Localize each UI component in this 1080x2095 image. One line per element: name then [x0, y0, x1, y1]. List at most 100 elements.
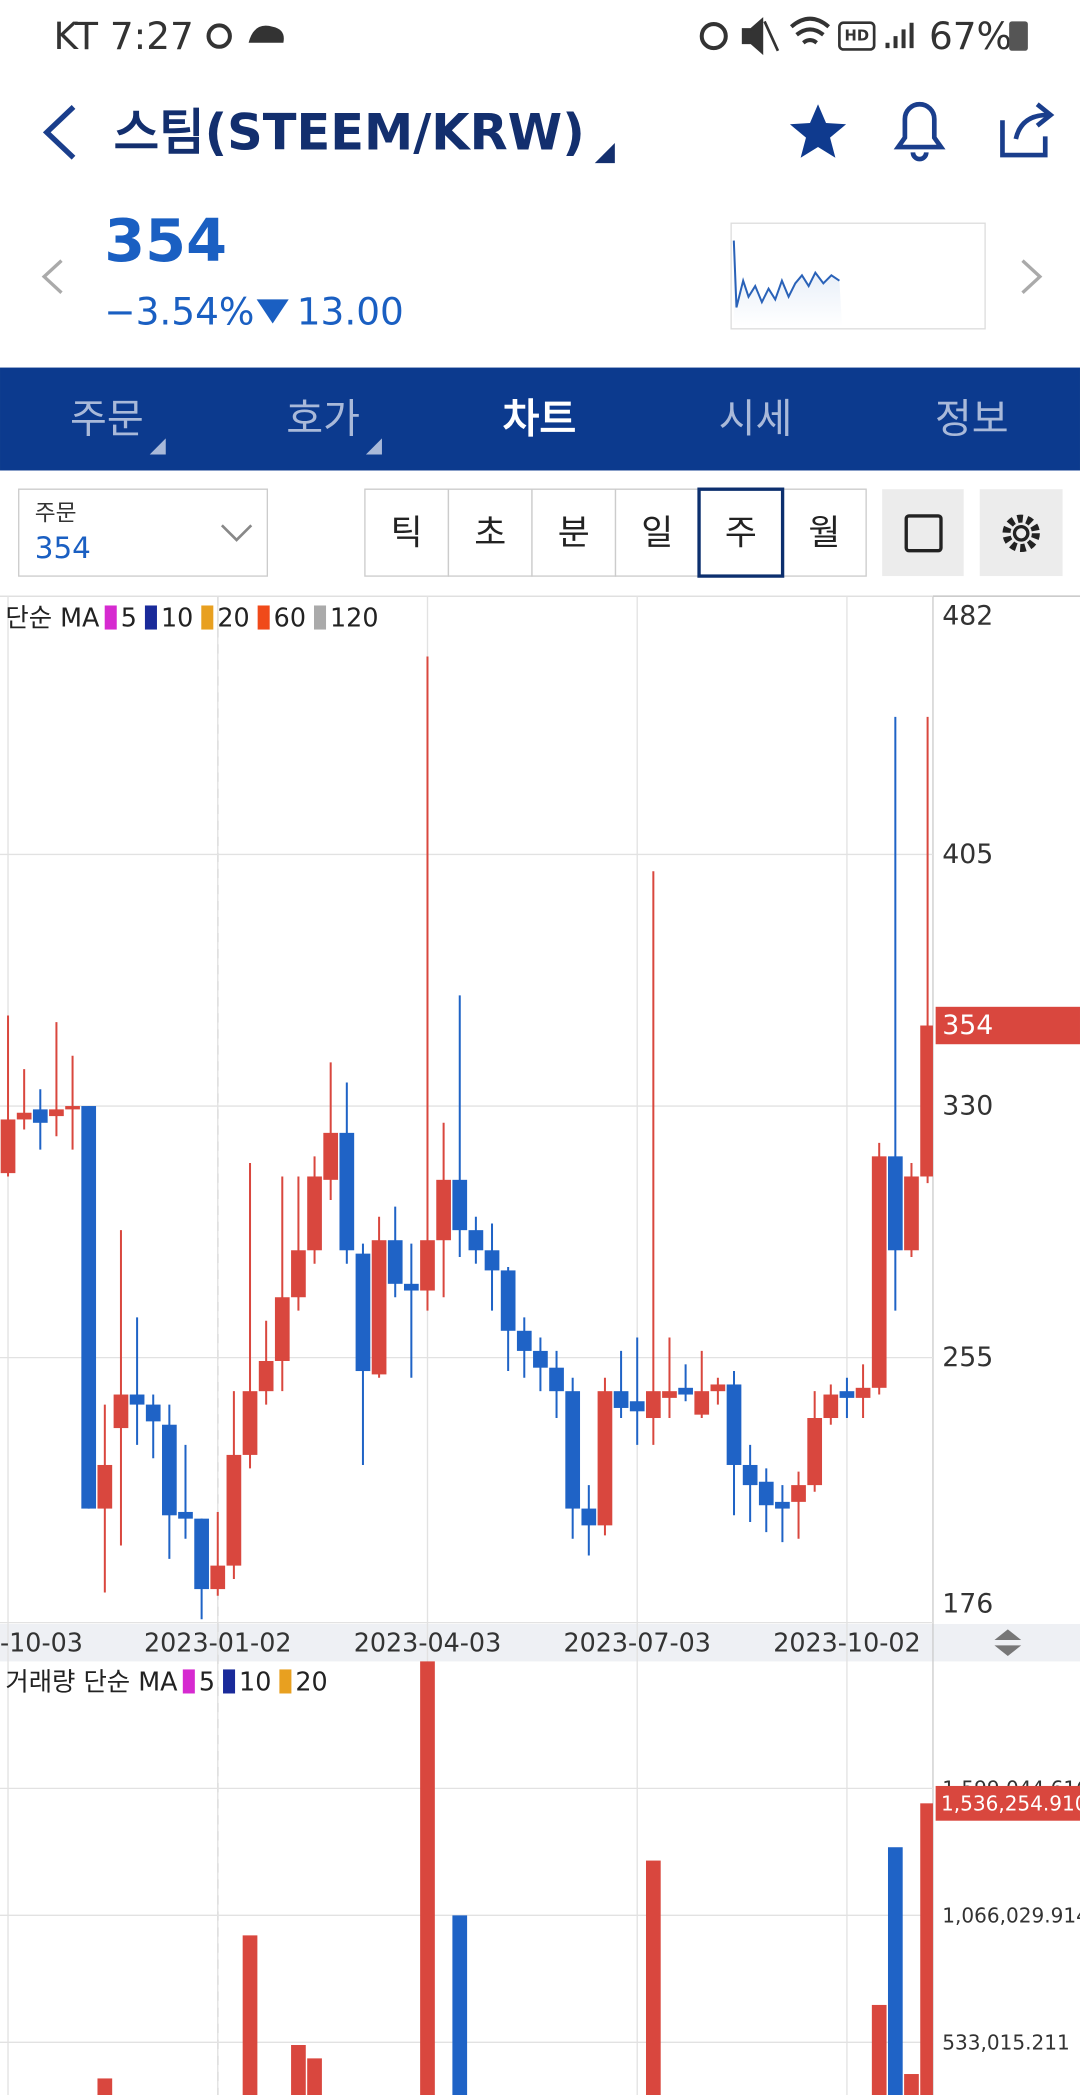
dropdown-chevron	[220, 524, 253, 542]
period-label: 초	[474, 513, 506, 553]
candle-body	[0, 1119, 16, 1174]
candle-body	[97, 1464, 113, 1509]
hd-text: HD	[845, 28, 869, 45]
x-tick-label: 2023-10-02	[773, 1628, 920, 1658]
candle-body	[242, 1391, 258, 1455]
volume-bar	[887, 1847, 903, 2095]
legend-label: 20	[217, 603, 249, 633]
candle-body	[178, 1511, 193, 1519]
mini-chart-line	[732, 240, 840, 308]
candle-body	[129, 1394, 145, 1405]
y-tick-label: 1,066,029.914	[942, 1903, 1080, 1927]
candle-body	[565, 1391, 581, 1509]
candle-body	[581, 1508, 597, 1526]
candle-body	[145, 1404, 161, 1422]
candle-body	[404, 1283, 419, 1291]
legend-swatch	[314, 605, 327, 630]
mute-icon	[741, 17, 780, 56]
period-label: 일	[641, 513, 673, 553]
tab[interactable]: 시세	[719, 397, 793, 443]
tab[interactable]: 차트	[502, 397, 576, 443]
status-icon	[206, 23, 232, 49]
gear-icon	[1002, 514, 1040, 553]
title-dropdown[interactable]	[594, 143, 615, 164]
candle-body	[791, 1485, 806, 1502]
period-label: 틱	[391, 513, 423, 553]
share-button[interactable]	[1000, 102, 1055, 158]
mini-chart-area	[733, 240, 843, 327]
period-button[interactable]	[447, 488, 533, 577]
candle-body	[855, 1387, 871, 1398]
candle-body	[613, 1391, 629, 1408]
candle-body	[775, 1501, 790, 1509]
x-tick-label: -10-03	[0, 1628, 83, 1658]
change-abs: 13.00	[297, 289, 404, 333]
back-button[interactable]	[42, 104, 76, 160]
candle-body	[436, 1179, 451, 1241]
y-tick-label: 405	[942, 839, 993, 870]
period-label: 주	[725, 513, 757, 553]
candle-body	[726, 1384, 742, 1465]
status-icon	[248, 25, 284, 43]
legend-title: 단순 MA	[5, 603, 100, 633]
legend-swatch	[144, 605, 157, 630]
tab[interactable]: 정보	[935, 397, 1009, 443]
order-dropdown[interactable]	[18, 488, 269, 577]
favorite-button[interactable]	[789, 104, 847, 158]
candle-body	[823, 1394, 839, 1419]
candle-body	[307, 1176, 322, 1251]
volume-bar	[97, 2078, 113, 2095]
period-button[interactable]	[781, 488, 867, 577]
next-coin[interactable]	[1021, 259, 1043, 294]
legend-swatch	[104, 605, 117, 630]
candle-body	[81, 1106, 97, 1509]
volume-bar	[420, 1661, 435, 2095]
legend-swatch	[182, 1669, 195, 1694]
alarm-button[interactable]	[893, 101, 946, 162]
candle-body	[742, 1464, 758, 1486]
tab[interactable]: 호가	[286, 397, 360, 443]
candle-body	[49, 1109, 64, 1117]
page-title[interactable]: 스팀(STEEM/KRW)	[114, 103, 585, 161]
square-icon	[904, 514, 943, 553]
candle-body	[32, 1109, 48, 1123]
volume-bar	[307, 2058, 322, 2095]
candle-body	[694, 1391, 710, 1415]
candle-body	[387, 1240, 403, 1284]
legend-label: 10	[239, 1666, 271, 1696]
y-tick-label: 330	[942, 1091, 993, 1122]
change-pct: −3.54%	[104, 289, 254, 333]
candles	[0, 656, 933, 1620]
volume-bar	[904, 2074, 919, 2095]
resize-handle[interactable]	[994, 1629, 1022, 1657]
status-time: KT 7:27	[53, 14, 193, 58]
y-tick-label: 533,015.211	[942, 2030, 1069, 2054]
legend-title: 거래량 단순 MA	[5, 1666, 178, 1696]
legend-label: 5	[199, 1666, 215, 1696]
candle-body	[339, 1132, 355, 1251]
volume-bar	[452, 1915, 468, 2095]
candle-body	[371, 1240, 387, 1375]
candle-body	[355, 1253, 371, 1372]
tab[interactable]: 주문	[70, 397, 144, 443]
legend-swatch	[279, 1669, 292, 1694]
x-tick-label: 2023-07-03	[563, 1628, 710, 1658]
legend-swatch	[223, 1669, 236, 1694]
candle-body	[452, 1179, 468, 1231]
candle-body	[484, 1250, 500, 1271]
prev-coin[interactable]	[41, 259, 63, 294]
candle-body	[807, 1418, 823, 1486]
last-price-label: 354	[942, 1010, 993, 1041]
candle-body	[758, 1481, 774, 1506]
candle-body	[645, 1391, 661, 1419]
volume-bars	[97, 1661, 933, 2095]
y-tick-label: 255	[942, 1342, 993, 1373]
down-arrow	[256, 299, 289, 324]
candle-body	[162, 1424, 177, 1516]
last-volume-label: 1,536,254.910	[941, 1791, 1080, 1815]
drawing-button[interactable]	[882, 489, 964, 577]
settings-button[interactable]	[979, 489, 1063, 577]
dropdown-label: 주문	[35, 500, 77, 526]
legend-swatch	[201, 605, 214, 630]
